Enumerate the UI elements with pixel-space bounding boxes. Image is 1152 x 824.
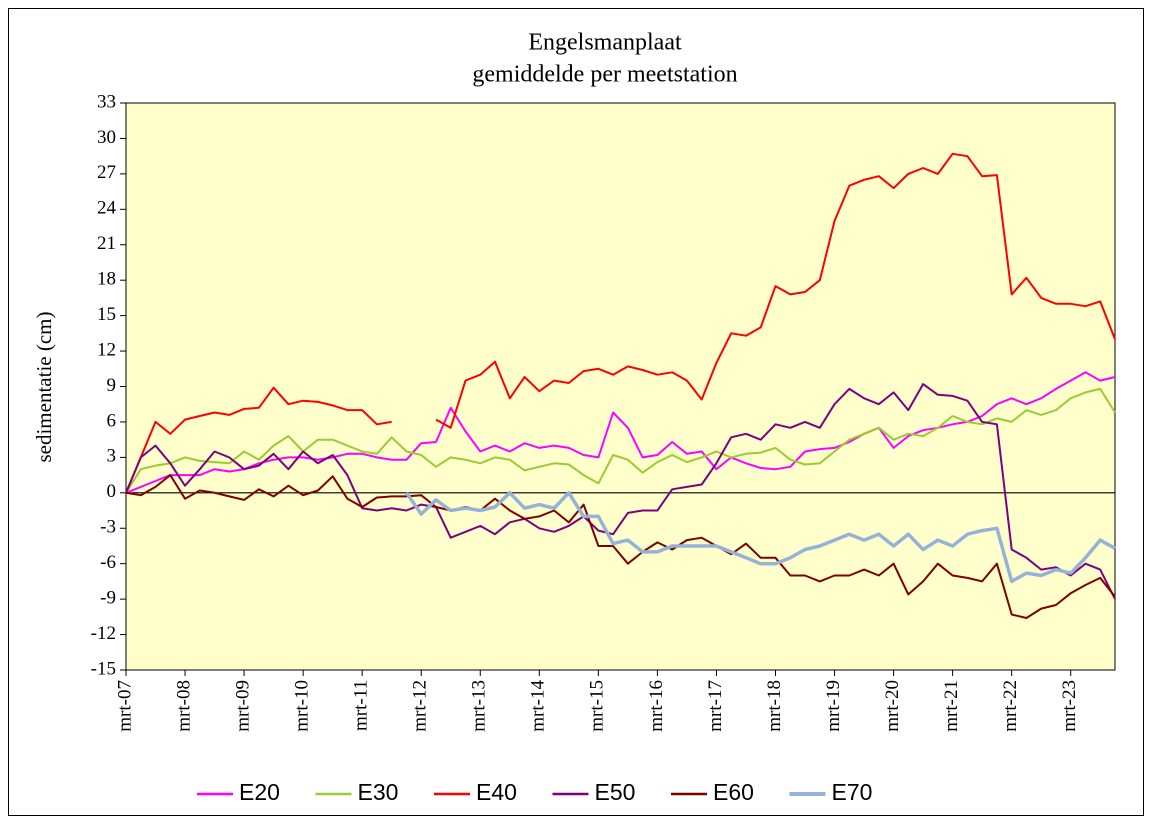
x-tick-label: mrt-11	[351, 680, 372, 731]
x-tick-label: mrt-10	[291, 680, 312, 732]
y-tick-label: 30	[97, 127, 116, 148]
y-tick-label: 27	[97, 162, 116, 183]
x-tick-label: mrt-15	[587, 680, 608, 732]
x-tick-label: mrt-07	[114, 680, 135, 732]
legend-label: E50	[595, 779, 636, 805]
x-tick-label: mrt-23	[1059, 680, 1080, 732]
y-tick-label: 0	[107, 481, 117, 502]
x-tick-label: mrt-16	[646, 680, 667, 732]
y-tick-label: 3	[107, 446, 117, 467]
y-axis-label: sedimentatie (cm)	[32, 311, 56, 462]
y-tick-label: 9	[107, 375, 117, 396]
series-line	[125, 474, 1116, 619]
y-tick-label: 21	[97, 233, 116, 254]
y-tick-label: 15	[97, 304, 116, 325]
series-line	[125, 152, 1116, 494]
series-line	[125, 383, 1116, 600]
legend-label: E40	[476, 779, 517, 805]
y-tick-label: -15	[91, 658, 116, 679]
x-tick-label: mrt-22	[1000, 680, 1021, 732]
y-tick-label: -9	[100, 587, 116, 608]
x-tick-label: mrt-19	[823, 680, 844, 732]
y-tick-label: -6	[100, 552, 116, 573]
x-tick-label: mrt-18	[764, 680, 785, 732]
plot-area	[125, 102, 1116, 671]
y-tick-label: 24	[97, 198, 117, 219]
legend-label: E60	[713, 779, 754, 805]
series-line	[125, 387, 1116, 494]
legend-label: E30	[358, 779, 399, 805]
y-tick-label: 6	[107, 410, 117, 431]
x-tick-label: mrt-21	[941, 680, 962, 732]
series-line	[125, 371, 1116, 494]
legend-label: E70	[832, 779, 873, 805]
y-tick-label: -3	[100, 517, 116, 538]
x-tick-label: mrt-08	[173, 680, 194, 732]
y-tick-label: 33	[97, 91, 116, 112]
y-tick-label: -12	[91, 623, 116, 644]
y-tick-label: 18	[97, 269, 116, 290]
x-tick-label: mrt-09	[232, 680, 253, 732]
x-tick-label: mrt-13	[469, 680, 490, 732]
chart-subtitle: gemiddelde per meetstation	[472, 62, 737, 88]
x-tick-label: mrt-17	[705, 680, 726, 732]
series-line	[405, 491, 1116, 584]
legend-label: E20	[239, 779, 280, 805]
x-tick-label: mrt-20	[882, 680, 903, 732]
x-tick-label: mrt-14	[528, 680, 549, 732]
y-tick-label: 12	[97, 339, 116, 360]
chart-title: Engelsmanplaat	[528, 30, 682, 56]
x-tick-label: mrt-12	[410, 680, 431, 732]
